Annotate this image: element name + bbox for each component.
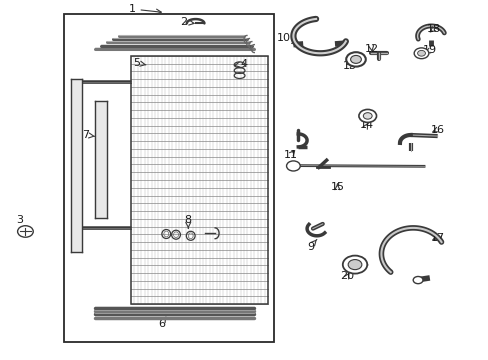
Text: 20: 20 xyxy=(340,271,353,282)
Circle shape xyxy=(363,113,371,119)
Text: 10: 10 xyxy=(276,33,297,44)
Circle shape xyxy=(413,48,428,59)
Text: 12: 12 xyxy=(364,44,378,54)
Text: 11: 11 xyxy=(284,150,297,160)
Text: 8: 8 xyxy=(184,215,191,228)
Text: 7: 7 xyxy=(82,130,95,140)
Text: 9: 9 xyxy=(306,239,316,252)
Text: 3: 3 xyxy=(16,215,25,231)
Circle shape xyxy=(350,55,361,63)
Text: 2: 2 xyxy=(180,17,194,27)
Text: 15: 15 xyxy=(330,182,344,192)
Bar xyxy=(63,14,273,342)
Text: 6: 6 xyxy=(158,316,166,329)
Text: 16: 16 xyxy=(430,125,444,135)
Circle shape xyxy=(412,276,422,284)
Polygon shape xyxy=(71,79,82,252)
Circle shape xyxy=(358,109,376,122)
Circle shape xyxy=(18,226,33,237)
Text: 4: 4 xyxy=(234,59,247,69)
Circle shape xyxy=(342,256,366,274)
Text: 18: 18 xyxy=(427,24,440,34)
Circle shape xyxy=(347,260,361,270)
Circle shape xyxy=(286,161,300,171)
Text: 17: 17 xyxy=(430,233,444,243)
Text: 19: 19 xyxy=(423,45,436,55)
Text: 5: 5 xyxy=(133,58,146,68)
Text: 14: 14 xyxy=(359,120,373,130)
Text: 13: 13 xyxy=(342,60,356,71)
Text: 1: 1 xyxy=(128,4,161,14)
Circle shape xyxy=(346,52,365,67)
Polygon shape xyxy=(95,101,106,218)
Bar xyxy=(131,56,267,304)
Circle shape xyxy=(417,50,425,56)
